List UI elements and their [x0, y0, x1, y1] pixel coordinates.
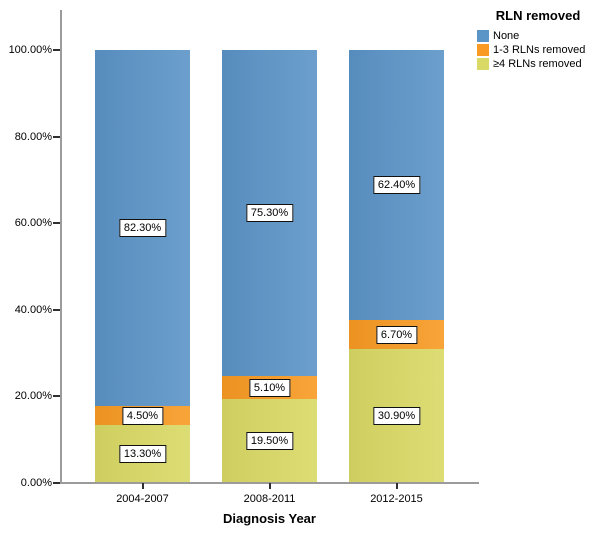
value-label: 19.50%: [245, 431, 294, 450]
legend-item-label: ≥4 RLNs removed: [493, 58, 582, 70]
y-axis-tick-label: 40.00%: [14, 303, 52, 316]
y-axis-tick-label: 80.00%: [14, 130, 52, 143]
y-axis-tick: [53, 395, 60, 398]
y-axis-tick-label: 0.00%: [20, 477, 52, 489]
y-axis-tick: [53, 49, 60, 51]
legend-swatch: [477, 58, 489, 70]
legend-items: None 1-3 RLNs removed ≥4 RLNs removed: [477, 30, 599, 70]
legend: RLN removed None 1-3 RLNs removed ≥4 RLNs …: [477, 8, 599, 72]
x-axis-tick: [395, 483, 398, 489]
legend-swatch: [477, 30, 489, 42]
legend-item-label: 1-3 RLNs removed: [493, 44, 586, 56]
x-axis-tick: [268, 483, 271, 489]
x-axis-tick-label: 2004-2007: [116, 493, 169, 505]
x-axis-tick-label: 2008-2011: [243, 493, 296, 505]
legend-item: ≥4 RLNs removed: [477, 58, 599, 70]
y-axis-tick: [53, 222, 60, 225]
value-label: 4.50%: [121, 406, 164, 425]
y-axis-tick-label: 60.00%: [14, 217, 52, 230]
value-label: 82.30%: [118, 218, 167, 237]
value-label: 62.40%: [372, 176, 421, 195]
value-label: 75.30%: [245, 204, 294, 223]
legend-title: RLN removed: [495, 8, 581, 23]
value-label: 6.70%: [375, 325, 418, 344]
bar-segment: [349, 320, 444, 350]
legend-item: 1-3 RLNs removed: [477, 44, 599, 56]
legend-swatch: [477, 44, 489, 56]
y-axis-tick: [53, 482, 60, 484]
value-label: 5.10%: [248, 378, 291, 397]
legend-item-label: None: [493, 30, 520, 42]
y-axis-line: [60, 10, 62, 484]
y-axis-tick: [53, 308, 60, 311]
value-label: 30.90%: [372, 407, 421, 426]
value-label: 13.30%: [118, 445, 167, 464]
x-axis-tick: [141, 483, 144, 489]
x-axis-title: Diagnosis Year: [223, 511, 316, 526]
x-axis-tick-label: 2012-2015: [370, 493, 423, 505]
y-axis-tick-label: 100.00%: [8, 44, 52, 56]
y-axis-tick-label: 20.00%: [14, 390, 52, 403]
y-axis-tick: [53, 135, 60, 138]
legend-item: None: [477, 30, 599, 42]
